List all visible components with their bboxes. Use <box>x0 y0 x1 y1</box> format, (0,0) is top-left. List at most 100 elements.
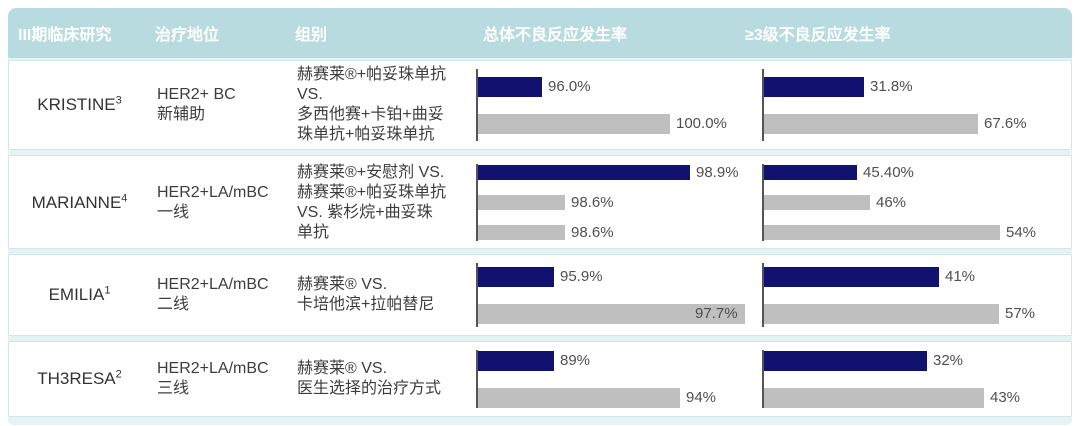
header-col-study: III期临床研究 <box>18 27 112 44</box>
bar-value-label: 41% <box>945 268 976 285</box>
table-row: KRISTINE3 HER2+ BC 新辅助 赫赛莱®+帕妥珠单抗 VS. 多西他赛… <box>8 60 1072 150</box>
rate-bar-gray <box>478 387 680 408</box>
axis-and-bars: 41% 57% <box>762 263 1071 327</box>
bar-value-label: 45.40% <box>863 164 914 181</box>
study-cell: MARIANNE4 <box>9 156 150 249</box>
treatment-position-text: HER2+LA/mBC 一线 <box>157 183 269 221</box>
bar-value-label: 94% <box>686 389 717 406</box>
rate-bar-gray <box>764 113 978 134</box>
table-row: MARIANNE4 HER2+LA/mBC 一线 赫赛莱®+安慰剂 VS. 赫赛莱®… <box>8 155 1072 249</box>
bar-value-label: 32% <box>933 352 964 369</box>
treatment-position-cell: HER2+LA/mBC 二线 <box>150 255 290 335</box>
bar-row: 97.7% <box>478 303 745 324</box>
bar-value-label: 57% <box>1005 305 1036 322</box>
axis-and-bars: 95.9% 97.7% <box>476 263 745 327</box>
axis-and-bars: 31.8% 67.6% <box>762 69 1071 141</box>
study-cell: KRISTINE3 <box>9 61 150 149</box>
overall-rate-chart: 89% 94% <box>465 342 740 416</box>
study-cell: TH3RESA2 <box>9 342 150 416</box>
overall-rate-chart: 98.9% 98.6% 98.6% <box>465 156 740 249</box>
bar-row: 57% <box>764 303 1071 324</box>
axis-and-bars: 89% 94% <box>476 350 740 408</box>
rate-bar-navy <box>764 76 864 97</box>
axis-and-bars: 32% 43% <box>762 350 1071 408</box>
header-col-overall-rate: 总体不良反应发生率 <box>483 27 628 44</box>
bar-value-label: 98.9% <box>696 164 739 181</box>
group-cell: 赫赛莱®+帕妥珠单抗 VS. 多西他赛+卡铂+曲妥 珠单抗+帕妥珠单抗 <box>290 61 465 149</box>
bar-value-label: 67.6% <box>984 115 1027 132</box>
axis-and-bars: 98.9% 98.6% 98.6% <box>476 164 740 241</box>
bar-value-label: 98.6% <box>571 194 614 211</box>
study-name: MARIANNE4 <box>31 191 128 212</box>
rate-bar-navy <box>764 165 857 180</box>
group-text: 赫赛莱® VS. 医生选择的治疗方式 <box>297 360 442 397</box>
header-col-position: 治疗地位 <box>155 27 220 44</box>
treatment-position-text: HER2+LA/mBC 三线 <box>157 360 269 397</box>
group-cell: 赫赛莱®+安慰剂 VS. 赫赛莱®+帕妥珠单抗 VS. 紫杉烷+曲妥珠 单抗 <box>290 156 465 249</box>
study-cell: EMILIA1 <box>9 255 150 335</box>
overall-rate-chart: 96.0% 100.0% <box>465 61 740 149</box>
bar-value-label: 95.9% <box>560 268 603 285</box>
study-name: TH3RESA2 <box>37 368 122 388</box>
bar-value-label: 54% <box>1006 224 1037 241</box>
header-col-grade3-rate: ≥3级不良反应发生率 <box>745 27 891 44</box>
treatment-position-text: HER2+LA/mBC 二线 <box>157 276 269 313</box>
rate-bar-navy <box>478 76 542 97</box>
bar-row: 100.0% <box>478 113 740 134</box>
bar-row: 46% <box>764 194 1071 211</box>
grade3-rate-chart: 45.40% 46% 54% <box>740 156 1071 249</box>
rate-bar-navy <box>764 350 927 371</box>
group-cell: 赫赛莱® VS. 医生选择的治疗方式 <box>290 342 465 416</box>
bar-row: 98.6% <box>478 224 740 241</box>
bar-row: 41% <box>764 266 1071 287</box>
grade3-rate-chart: 41% 57% <box>740 255 1071 335</box>
rate-bar-gray <box>764 225 1000 240</box>
rate-bar-navy <box>764 266 939 287</box>
table-row: EMILIA1 HER2+LA/mBC 二线 赫赛莱® VS. 卡培他滨+拉帕替尼 9… <box>8 254 1072 336</box>
bar-row: 54% <box>764 224 1071 241</box>
bar-row: 45.40% <box>764 164 1071 181</box>
group-cell: 赫赛莱® VS. 卡培他滨+拉帕替尼 <box>290 255 465 335</box>
rate-bar-navy <box>478 165 690 180</box>
group-text: 赫赛莱®+安慰剂 VS. 赫赛莱®+帕妥珠单抗 VS. 紫杉烷+曲妥珠 单抗 <box>297 163 447 241</box>
treatment-position-text: HER2+ BC 新辅助 <box>157 86 236 123</box>
axis-and-bars: 45.40% 46% 54% <box>762 164 1071 241</box>
bar-row: 98.9% <box>478 164 740 181</box>
header-col-group: 组别 <box>295 27 328 44</box>
study-superscript: 4 <box>121 191 128 204</box>
bar-value-label: 31.8% <box>870 78 913 95</box>
bar-row: 94% <box>478 387 740 408</box>
bar-value-label: 43% <box>990 389 1021 406</box>
table-header: III期临床研究 治疗地位 组别 总体不良反应发生率 ≥3级不良反应发生率 <box>8 8 1072 58</box>
bar-value-label: 97.7% <box>695 305 738 322</box>
group-text: 赫赛莱® VS. 卡培他滨+拉帕替尼 <box>297 276 435 313</box>
rate-bar-navy <box>478 266 554 287</box>
rate-bar-gray <box>478 113 670 134</box>
grade3-rate-chart: 32% 43% <box>740 342 1071 416</box>
bar-value-label: 98.6% <box>571 224 614 241</box>
rate-bar-gray <box>478 195 565 210</box>
table-row: TH3RESA2 HER2+LA/mBC 三线 赫赛莱® VS. 医生选择的治疗方式… <box>8 341 1072 417</box>
bar-value-label: 89% <box>560 352 591 369</box>
bar-row: 67.6% <box>764 113 1071 134</box>
bar-value-label: 96.0% <box>548 78 591 95</box>
rate-bar-gray <box>478 225 565 240</box>
bar-row: 98.6% <box>478 194 740 211</box>
study-superscript: 1 <box>104 284 111 297</box>
study-name: KRISTINE3 <box>37 94 122 114</box>
rate-bar-gray <box>764 303 999 324</box>
bar-row: 95.9% <box>478 266 740 287</box>
bar-row: 31.8% <box>764 76 1071 97</box>
study-superscript: 3 <box>115 94 122 107</box>
bar-value-label: 46% <box>876 194 907 211</box>
study-superscript: 2 <box>115 368 122 381</box>
bar-row: 96.0% <box>478 76 740 97</box>
table-body: KRISTINE3 HER2+ BC 新辅助 赫赛莱®+帕妥珠单抗 VS. 多西他赛… <box>8 58 1072 425</box>
study-name: EMILIA1 <box>48 284 111 304</box>
rate-bar-gray <box>478 303 745 324</box>
rate-bar-gray <box>764 195 870 210</box>
overall-rate-chart: 95.9% 97.7% <box>465 255 745 335</box>
rate-bar-gray <box>764 387 984 408</box>
treatment-position-cell: HER2+LA/mBC 三线 <box>150 342 290 416</box>
